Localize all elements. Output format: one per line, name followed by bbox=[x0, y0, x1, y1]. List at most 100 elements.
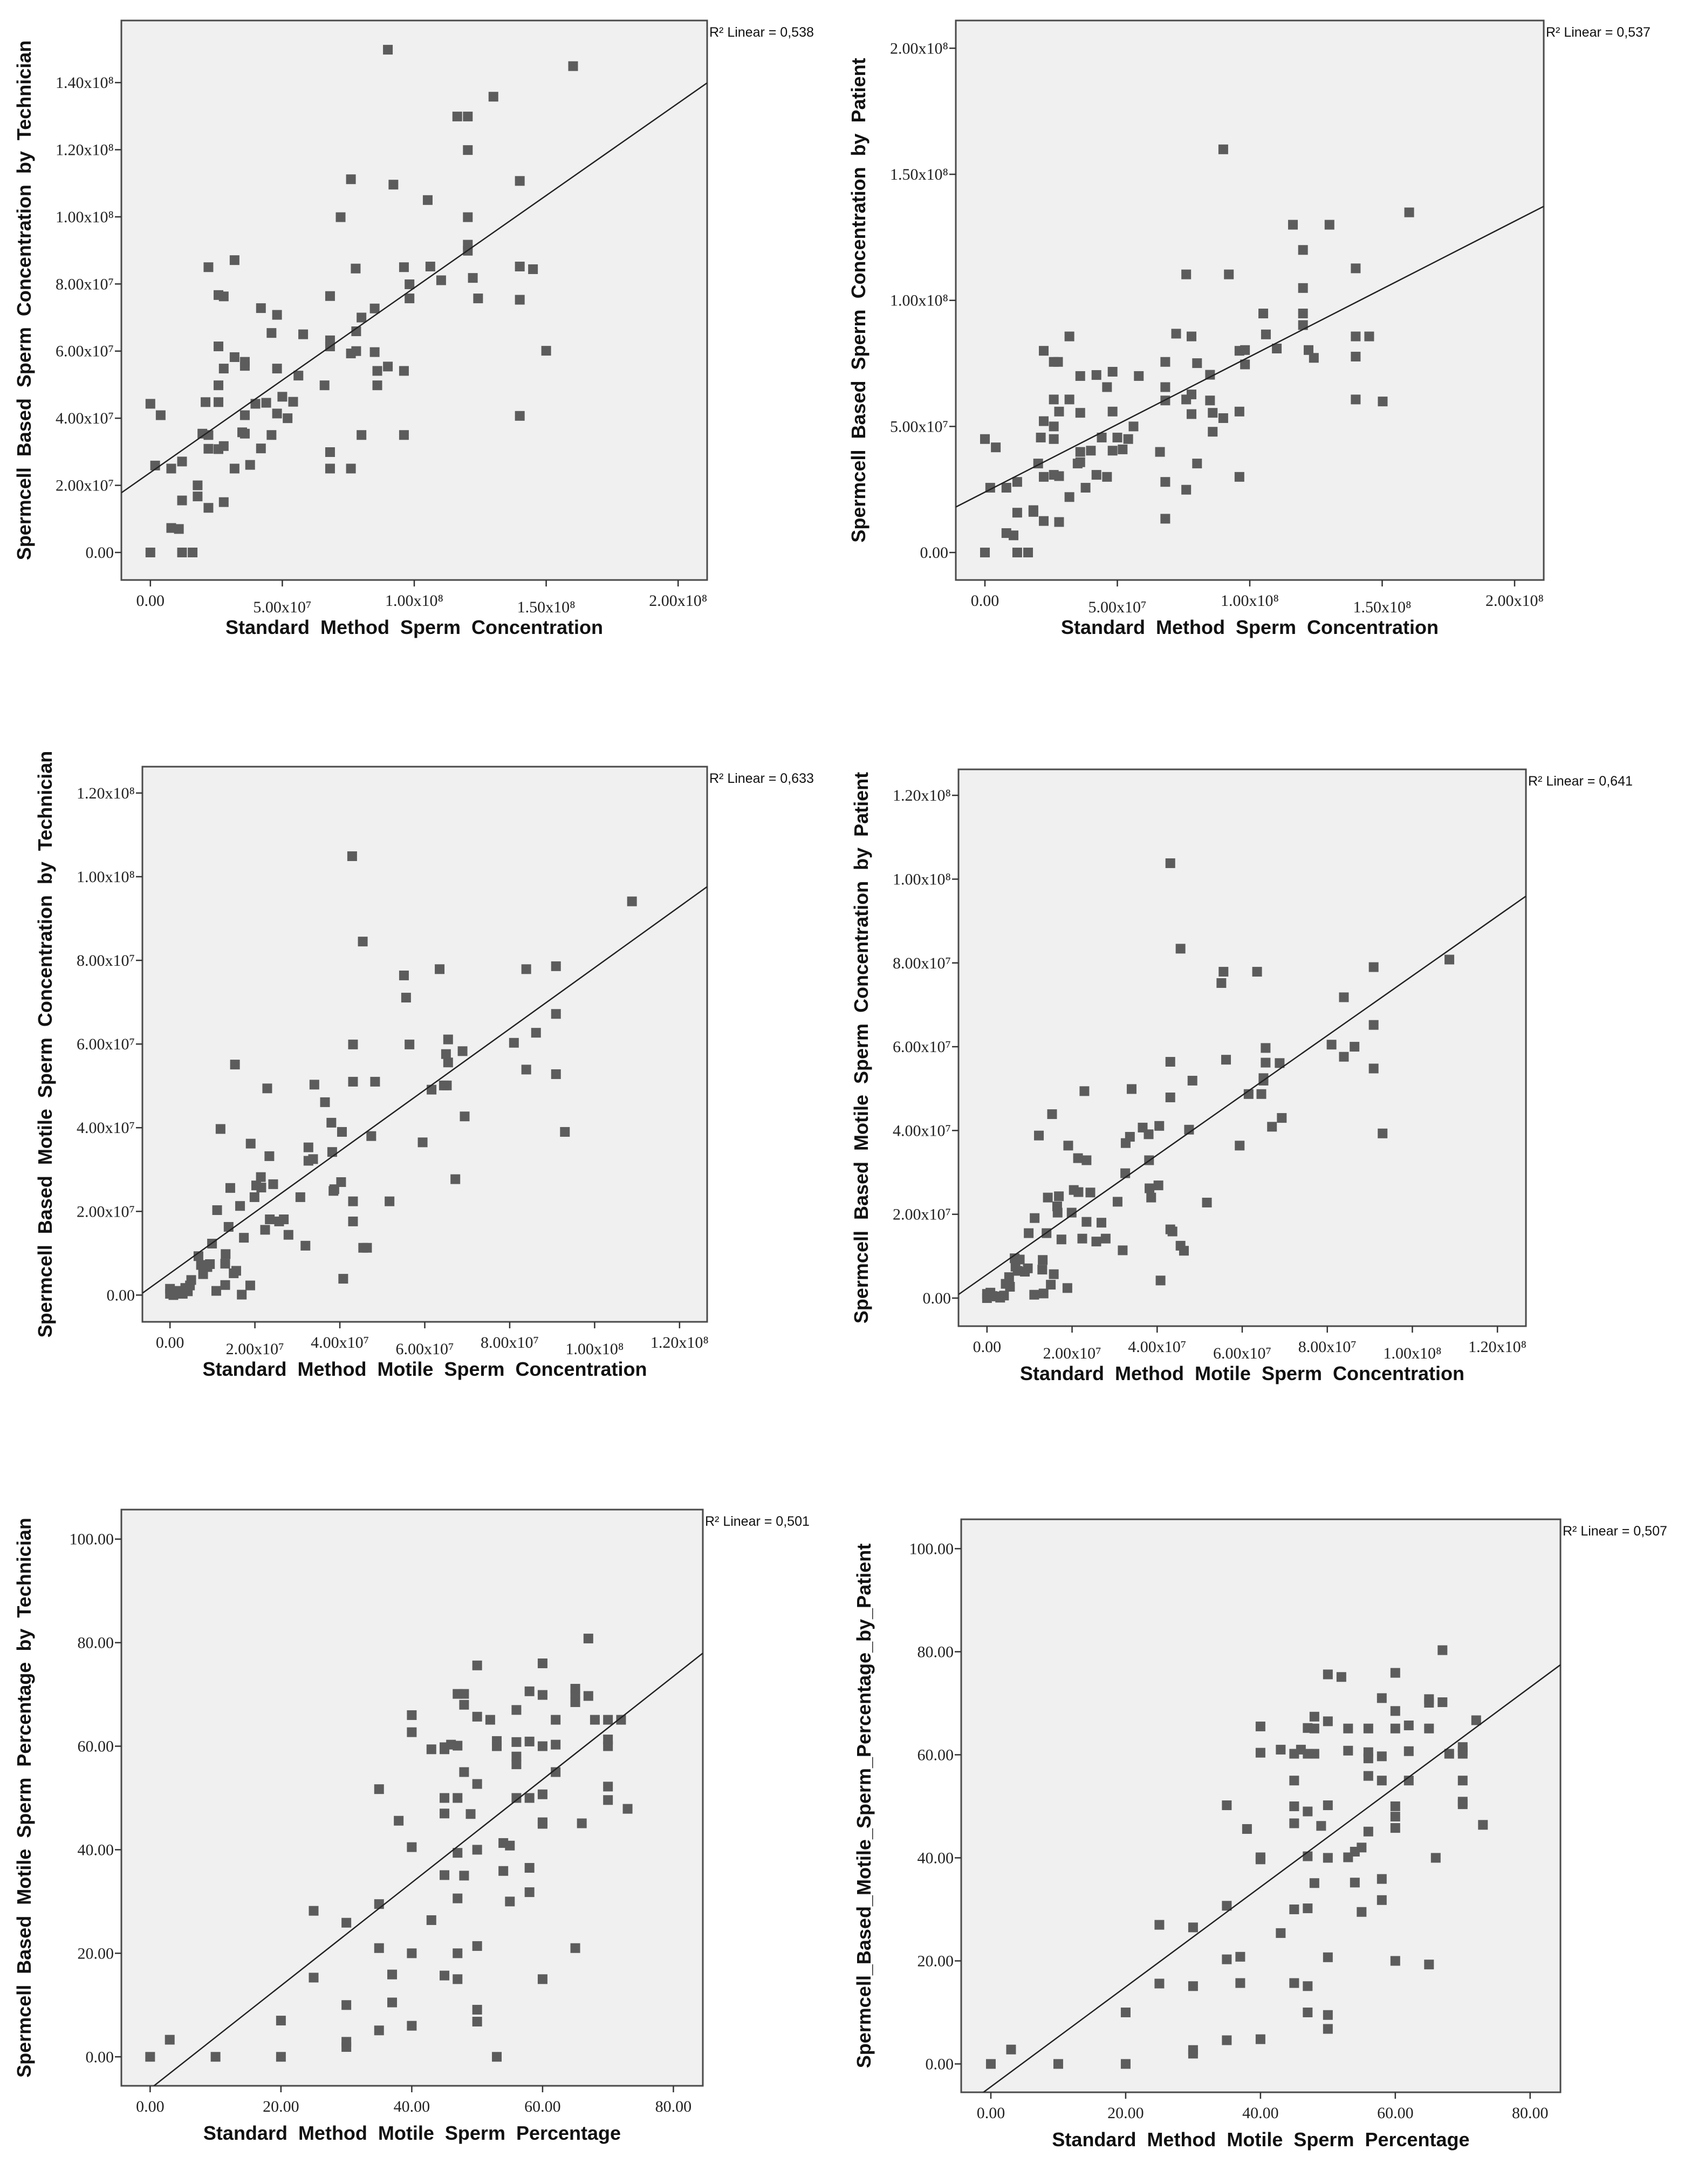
data-point bbox=[1039, 346, 1049, 356]
data-point bbox=[551, 1767, 561, 1777]
data-point bbox=[1222, 2035, 1232, 2045]
data-point bbox=[1029, 1289, 1039, 1300]
data-point bbox=[1181, 484, 1192, 495]
data-point bbox=[229, 463, 239, 474]
data-point bbox=[405, 279, 415, 289]
data-point bbox=[472, 1941, 482, 1951]
y-tick-label: 6.00x10⁷ bbox=[77, 1035, 135, 1053]
data-point bbox=[218, 291, 229, 302]
data-point bbox=[1188, 1981, 1198, 1991]
data-point bbox=[1437, 1697, 1448, 1708]
data-point bbox=[1126, 1084, 1136, 1094]
plot-area bbox=[955, 19, 1545, 581]
data-point bbox=[407, 2021, 417, 2031]
y-axis-title: Spermcell Based Sperm Concentration by P… bbox=[847, 58, 869, 542]
y-tick-label: 40.00 bbox=[78, 1841, 114, 1859]
x-tick-label: 4.00x10⁷ bbox=[1128, 1338, 1186, 1356]
data-point bbox=[298, 329, 309, 339]
data-point bbox=[399, 366, 409, 376]
data-point bbox=[472, 1779, 482, 1789]
y-tick-label: 8.00x10⁷ bbox=[893, 954, 951, 972]
data-point bbox=[1123, 434, 1133, 444]
data-point bbox=[1243, 1089, 1254, 1099]
data-point bbox=[237, 1289, 247, 1300]
x-tick-label: 1.20x10⁸ bbox=[651, 1334, 709, 1352]
x-tick-label: 4.00x10⁷ bbox=[311, 1334, 369, 1352]
data-point bbox=[1255, 1721, 1265, 1731]
data-point bbox=[1430, 1853, 1441, 1863]
data-point bbox=[358, 937, 368, 947]
data-point bbox=[1368, 962, 1379, 972]
data-point bbox=[1323, 2024, 1333, 2034]
data-point bbox=[472, 2017, 482, 2027]
data-point bbox=[1309, 1723, 1319, 1733]
data-point bbox=[1049, 421, 1059, 432]
data-point bbox=[443, 1034, 453, 1045]
data-point bbox=[283, 413, 293, 424]
plot-area bbox=[120, 1509, 704, 2087]
data-point bbox=[1377, 1874, 1387, 1884]
x-tick-label: 2.00x10⁷ bbox=[226, 1340, 284, 1358]
x-tick-label: 1.00x10⁸ bbox=[565, 1340, 624, 1358]
data-point bbox=[1054, 471, 1064, 481]
data-point bbox=[1053, 357, 1063, 367]
data-point bbox=[603, 1715, 613, 1725]
y-tick-label: 6.00x10⁷ bbox=[56, 343, 114, 360]
data-point bbox=[166, 523, 176, 533]
data-point bbox=[515, 176, 525, 186]
data-point bbox=[528, 264, 538, 274]
data-point bbox=[348, 1039, 358, 1049]
data-points bbox=[165, 851, 637, 1300]
data-point bbox=[341, 2000, 352, 2010]
data-point bbox=[1224, 269, 1234, 279]
data-point bbox=[1155, 1275, 1166, 1286]
data-point bbox=[1309, 1711, 1319, 1722]
r-squared-label: R² Linear = 0,538 bbox=[709, 25, 814, 40]
data-point bbox=[1221, 1055, 1231, 1065]
data-point bbox=[1062, 1283, 1072, 1293]
data-point bbox=[1186, 409, 1196, 419]
data-point bbox=[472, 2004, 482, 2015]
data-point bbox=[1277, 1113, 1287, 1123]
data-point bbox=[239, 361, 250, 371]
data-point bbox=[1240, 359, 1250, 370]
y-tick-label: 4.00x10⁷ bbox=[56, 410, 114, 427]
data-point bbox=[1261, 1057, 1271, 1068]
data-point bbox=[1047, 1109, 1057, 1120]
data-point bbox=[229, 352, 239, 362]
data-point bbox=[1073, 1187, 1084, 1197]
data-point bbox=[230, 1060, 240, 1070]
data-point bbox=[1255, 1854, 1265, 1865]
data-point bbox=[347, 851, 357, 861]
x-axis-title: Standard Method Sperm Concentration bbox=[225, 616, 603, 638]
data-point bbox=[1006, 2044, 1016, 2055]
y-tick-label: 1.20x10⁸ bbox=[893, 787, 951, 804]
data-point bbox=[385, 1196, 395, 1206]
data-point bbox=[1309, 1878, 1319, 1888]
data-point bbox=[155, 410, 166, 420]
data-point bbox=[1303, 1903, 1313, 1914]
y-tick-label: 0.00 bbox=[86, 544, 114, 562]
data-point bbox=[320, 1097, 330, 1107]
data-point bbox=[1053, 2059, 1063, 2069]
data-point bbox=[1377, 1776, 1387, 1786]
data-point bbox=[215, 1124, 225, 1134]
data-point bbox=[372, 366, 382, 376]
data-point bbox=[1339, 992, 1349, 1002]
data-point bbox=[1403, 1746, 1414, 1756]
x-tick-label: 60.00 bbox=[524, 2098, 561, 2115]
data-point bbox=[369, 347, 380, 357]
data-point bbox=[1339, 1052, 1349, 1062]
data-point bbox=[436, 275, 446, 285]
data-point bbox=[492, 1741, 502, 1751]
data-point bbox=[1234, 406, 1244, 417]
data-point bbox=[1064, 331, 1074, 342]
data-point bbox=[488, 92, 498, 102]
data-point bbox=[1107, 366, 1118, 377]
data-point bbox=[1054, 517, 1064, 527]
data-point bbox=[211, 1286, 221, 1296]
data-point bbox=[399, 262, 409, 272]
data-point bbox=[1102, 382, 1112, 392]
data-point bbox=[551, 961, 561, 971]
x-axis-title: Standard Method Motile Sperm Percentage bbox=[203, 2122, 621, 2144]
